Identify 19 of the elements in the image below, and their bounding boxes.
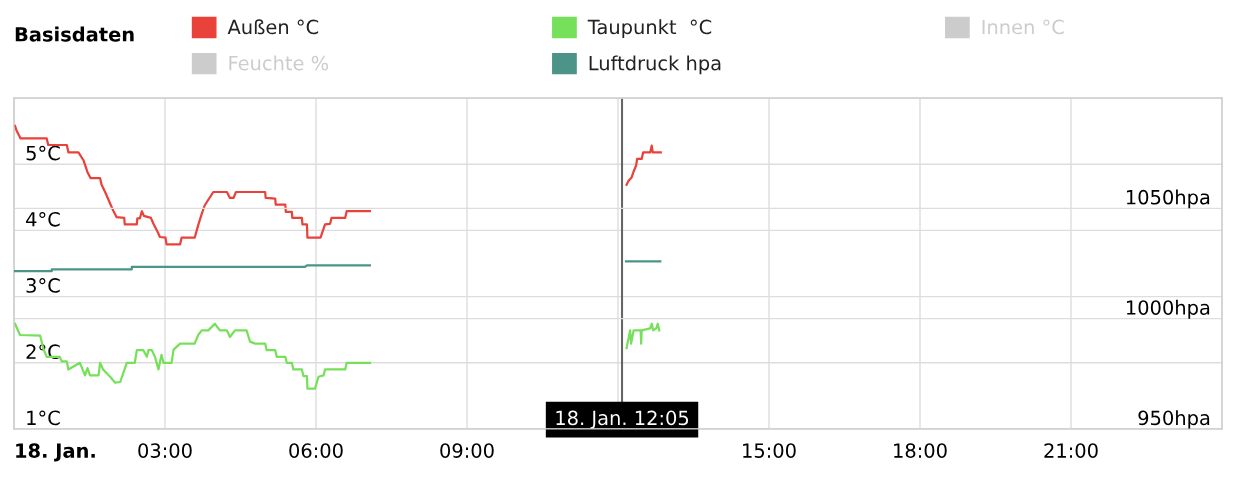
- y2-tick-label: 1050hpa: [1126, 189, 1210, 209]
- legend-label: Luftdruck hpa: [589, 55, 721, 75]
- x-tick-label: 18. Jan.: [16, 443, 95, 462]
- x-tick-label: 03:00: [138, 443, 192, 458]
- y-tick-label: 4°C: [26, 211, 60, 227]
- legend-label: Außen °C: [227, 19, 319, 35]
- x-tick-label: 15:00: [743, 443, 796, 458]
- legend-label: Taupunkt °C: [587, 19, 712, 39]
- x-tick-label: 09:00: [440, 443, 494, 458]
- x-tick-label: 06:00: [289, 443, 343, 458]
- y-tick-label: 3°C: [26, 278, 60, 293]
- y-tick-label: 5°C: [26, 145, 60, 161]
- x-tick-label: 21:00: [1044, 443, 1098, 458]
- legend-title: Basisdaten: [15, 26, 134, 42]
- y-tick-label: 1°C: [27, 410, 60, 426]
- x-tick-label: 18:00: [894, 443, 947, 458]
- y2-tick-label: 950hpa: [1138, 410, 1210, 429]
- y2-tick-label: 1000hpa: [1126, 299, 1210, 319]
- ref-line-label: 18. Jan. 12:05: [556, 410, 689, 429]
